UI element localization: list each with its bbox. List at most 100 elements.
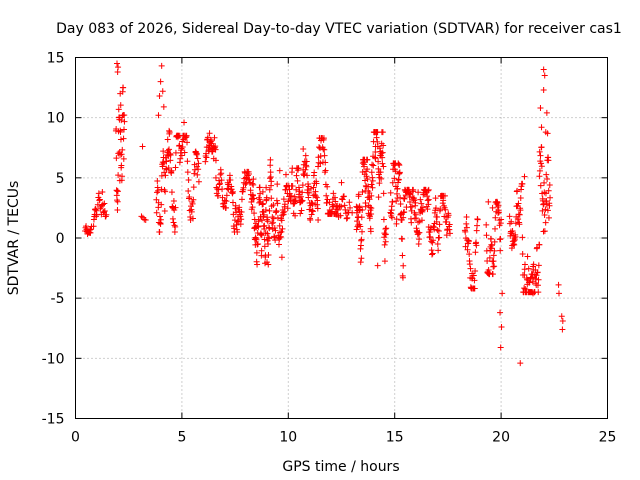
data-point (307, 185, 314, 192)
data-point (441, 192, 448, 199)
data-point (545, 214, 552, 221)
data-point (492, 225, 499, 232)
y-axis-label: SDTVAR / TECUs (6, 181, 22, 296)
data-points (82, 60, 566, 367)
data-point (353, 226, 360, 233)
data-point (158, 62, 165, 69)
data-point (470, 272, 477, 279)
data-point (176, 132, 183, 139)
data-point (545, 187, 552, 194)
data-point (484, 258, 491, 265)
data-point (277, 233, 284, 240)
data-point (158, 186, 165, 193)
data-point (359, 207, 366, 214)
data-point (543, 109, 550, 116)
data-point (425, 196, 432, 203)
data-point (190, 184, 197, 191)
data-point (278, 228, 285, 235)
data-point (474, 222, 481, 229)
data-point (330, 190, 337, 197)
data-point (298, 207, 305, 214)
data-point (218, 170, 225, 177)
data-point (156, 228, 163, 235)
data-point (297, 210, 304, 217)
data-point (278, 254, 285, 261)
data-point (272, 237, 279, 244)
data-point (194, 155, 201, 162)
data-point (215, 186, 222, 193)
data-point (222, 197, 229, 204)
data-point (212, 174, 219, 181)
data-point (195, 178, 202, 185)
data-point (165, 147, 172, 154)
data-point (373, 134, 380, 141)
data-point (266, 225, 273, 232)
data-point (154, 187, 161, 194)
data-point (169, 215, 176, 222)
data-point (467, 265, 474, 272)
data-point (378, 175, 385, 182)
data-point (119, 146, 126, 153)
data-point (332, 198, 339, 205)
data-point (377, 169, 384, 176)
data-point (186, 193, 193, 200)
data-point (542, 219, 549, 226)
data-point (492, 214, 499, 221)
data-point (320, 146, 327, 153)
data-point (544, 175, 551, 182)
data-point (165, 165, 172, 172)
data-point (253, 236, 260, 243)
data-point (519, 251, 526, 258)
data-point (559, 318, 566, 325)
data-point (497, 309, 504, 316)
x-tick-label: 5 (177, 430, 186, 446)
data-point (264, 230, 271, 237)
data-point (300, 145, 307, 152)
data-point (519, 180, 526, 187)
data-point (212, 157, 219, 164)
data-point (379, 154, 386, 161)
data-point (254, 241, 261, 248)
data-point (364, 176, 371, 183)
data-point (208, 140, 215, 147)
data-point (322, 159, 329, 166)
data-point (434, 227, 441, 234)
data-point (425, 187, 432, 194)
data-point (474, 216, 481, 223)
data-point (113, 60, 120, 67)
data-point (446, 221, 453, 228)
data-point (540, 66, 547, 73)
data-point (536, 148, 543, 155)
data-point (160, 103, 167, 110)
data-point (289, 183, 296, 190)
data-point (238, 216, 245, 223)
data-point (369, 174, 376, 181)
data-point (96, 197, 103, 204)
data-point (323, 192, 330, 199)
data-point (268, 195, 275, 202)
data-point (424, 206, 431, 213)
data-point (517, 360, 524, 367)
data-point (396, 169, 403, 176)
data-point (542, 190, 549, 197)
data-point (397, 211, 404, 218)
data-point (184, 158, 191, 165)
data-point (489, 204, 496, 211)
data-point (153, 196, 160, 203)
data-point (393, 216, 400, 223)
data-point (338, 179, 345, 186)
data-point (447, 230, 454, 237)
data-point (334, 210, 341, 217)
data-point (538, 124, 545, 131)
data-point (366, 196, 373, 203)
data-point (389, 198, 396, 205)
data-point (432, 205, 439, 212)
data-point (193, 163, 200, 170)
data-point (545, 157, 552, 164)
data-point (211, 134, 218, 141)
data-point (260, 211, 267, 218)
data-point (191, 170, 198, 177)
data-point (380, 163, 387, 170)
data-point (446, 226, 453, 233)
data-point (303, 158, 310, 165)
